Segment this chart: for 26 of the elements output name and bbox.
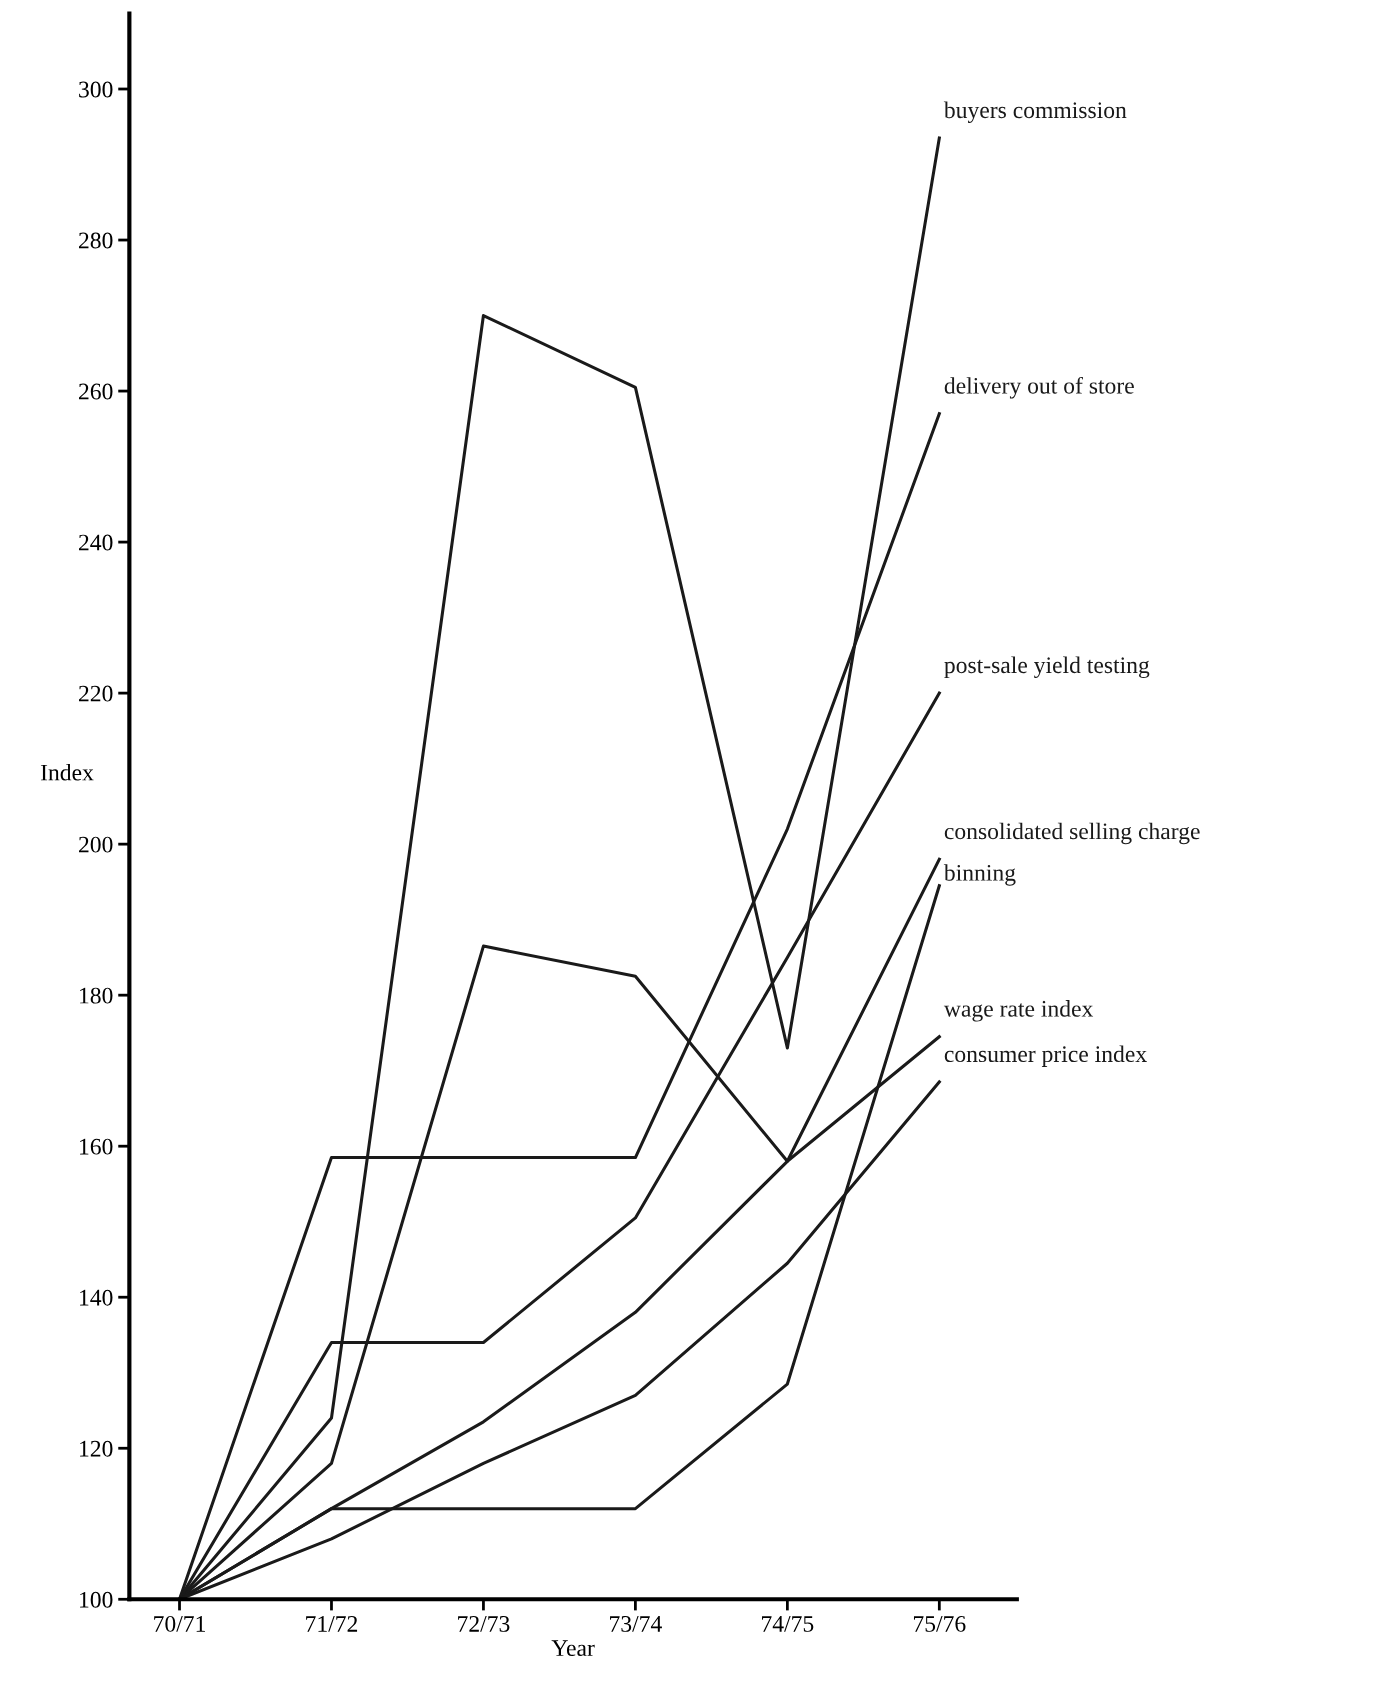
x-tick-label: 71/72 — [306, 1616, 358, 1632]
x-tick-label: 72/73 — [458, 1616, 510, 1632]
x-tick-label: 74/75 — [762, 1616, 814, 1632]
y-tick-label: 140 — [80, 1289, 113, 1306]
series-label: buyers commission — [943, 101, 1127, 123]
y-tick-label: 120 — [80, 1440, 113, 1457]
x-tick-label: 73/74 — [610, 1616, 662, 1632]
y-tick-label: 240 — [79, 534, 113, 551]
series-label: post-sale yield testing — [944, 656, 1150, 679]
x-tick-label: 70/71 — [154, 1615, 205, 1632]
series-label: binning — [943, 864, 1016, 886]
series-label: wage rate index — [943, 1000, 1094, 1022]
y-tick-label: 280 — [79, 232, 113, 249]
x-tick-label: 75/76 — [913, 1616, 966, 1632]
y-tick-label: 160 — [80, 1138, 113, 1155]
y-tick-label: 220 — [79, 685, 113, 702]
y-tick-label: 260 — [79, 383, 113, 400]
y-axis-title: Index — [40, 763, 94, 781]
y-tick-label: 200 — [79, 836, 113, 853]
series-label: delivery out of store — [944, 376, 1134, 399]
x-axis-title: Year — [551, 1640, 595, 1657]
series-label: consolidated selling charge — [944, 822, 1200, 845]
y-tick-label: 180 — [80, 987, 113, 1004]
y-tick-label: 300 — [79, 81, 113, 98]
series-label: consumer price index — [944, 1045, 1147, 1067]
y-tick-label: 100 — [80, 1591, 113, 1608]
